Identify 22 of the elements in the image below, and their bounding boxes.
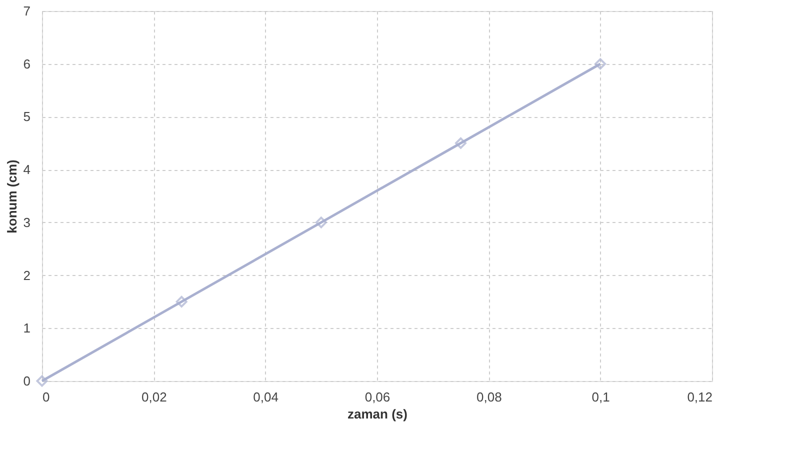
point xyxy=(315,216,327,228)
y-tick-label: 6 xyxy=(23,56,30,72)
y-tick-label: 7 xyxy=(23,4,30,18)
x-axis-title: zaman (s) xyxy=(348,406,408,422)
x-tick-label: 0,1 xyxy=(592,390,610,404)
x-tick-label: 0,02 xyxy=(142,390,167,404)
y-tick-label: 3 xyxy=(23,214,30,230)
x-tick-label: 0,04 xyxy=(253,390,278,404)
y-axis-title: konum (cm) xyxy=(4,160,20,234)
x-tick-label: 0,12 xyxy=(687,390,712,404)
point xyxy=(455,137,466,149)
y-tick-label: 0 xyxy=(23,374,30,388)
point xyxy=(176,296,188,308)
y-tick-label: 5 xyxy=(23,109,30,124)
y-tick-label: 4 xyxy=(23,162,30,178)
y-tick-label: 1 xyxy=(23,320,30,336)
x-tick-label: 0,08 xyxy=(476,390,502,404)
x-tick-label: 0,06 xyxy=(364,390,390,404)
point xyxy=(594,58,606,70)
x-tick-label: 0 xyxy=(42,390,50,404)
y-tick-label: 2 xyxy=(23,268,30,283)
point xyxy=(36,375,48,387)
